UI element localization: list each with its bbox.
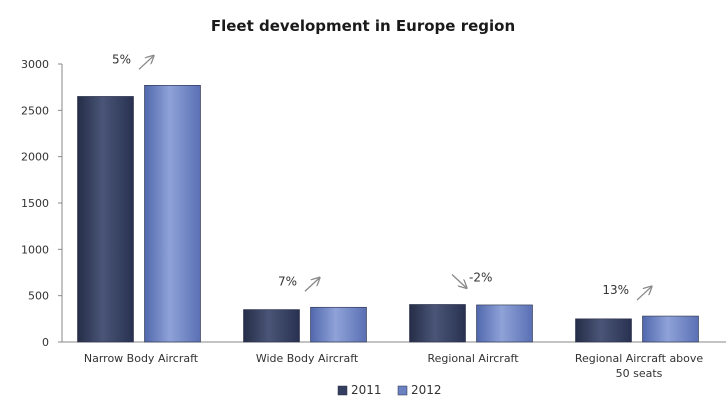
y-tick-label: 3000 — [21, 58, 49, 71]
bar-2012-2 — [310, 306, 367, 343]
bar-2011-1 — [77, 96, 134, 343]
x-category-label: Narrow Body Aircraft — [84, 352, 199, 365]
x-category-label: Regional Aircraft — [427, 352, 519, 365]
x-category-label-line: Regional Aircraft above — [575, 352, 704, 365]
x-category-label-line: Wide Body Aircraft — [256, 352, 359, 365]
y-axis-ticks: 0 500 1000 1500 2000 2500 3000 — [21, 58, 62, 349]
bar-2012-3 — [476, 304, 533, 343]
bar-2011-4 — [575, 318, 632, 343]
x-category-label: Regional Aircraft above 50 seats — [575, 352, 704, 380]
up-arrow-icon — [304, 278, 319, 292]
y-tick-label: 2500 — [21, 104, 49, 117]
y-tick-label: 500 — [28, 290, 49, 303]
change-annotations: 5% 7% -2% 13% — [112, 52, 651, 301]
change-annotation: 13% — [602, 283, 629, 297]
change-annotation: -2% — [469, 270, 492, 284]
bar-2011-3 — [409, 304, 466, 343]
legend-swatch-2011 — [337, 385, 348, 396]
change-annotation: 7% — [278, 274, 297, 288]
x-category-label-line: Regional Aircraft — [427, 352, 519, 365]
bar-2012-1 — [144, 85, 201, 343]
bar-groups — [77, 85, 699, 343]
bar-2012-4 — [642, 315, 699, 343]
change-annotation: 5% — [112, 52, 131, 66]
x-category-label-line: 50 seats — [616, 367, 663, 380]
y-tick-label: 1000 — [21, 243, 49, 256]
bar-2011-2 — [243, 309, 300, 343]
up-arrow-icon — [636, 287, 651, 301]
chart-title: Fleet development in Europe region — [211, 17, 515, 35]
x-category-label-line: Narrow Body Aircraft — [84, 352, 199, 365]
y-tick-label: 1500 — [21, 197, 49, 210]
down-arrow-icon — [451, 273, 466, 287]
legend-swatch-2012 — [397, 385, 408, 396]
category-labels: Narrow Body Aircraft Wide Body Aircraft Re… — [84, 352, 704, 380]
up-arrow-icon — [138, 56, 153, 70]
legend-label-2012: 2012 — [411, 383, 442, 397]
y-tick-label: 2000 — [21, 151, 49, 164]
legend-label-2011: 2011 — [351, 383, 382, 397]
x-category-label: Wide Body Aircraft — [256, 352, 359, 365]
y-tick-label: 0 — [42, 336, 49, 349]
legend: 2011 2012 — [337, 383, 442, 397]
